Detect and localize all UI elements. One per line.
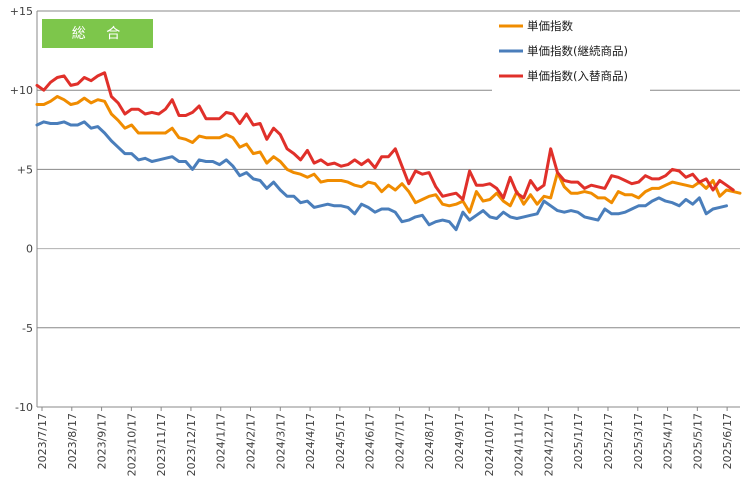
legend-label: 単価指数: [527, 19, 573, 33]
y-tick-label: -5: [22, 322, 33, 335]
x-axis-ticks: 2023/7/17 2023/8/17 2023/9/17 2023/10/17 202…: [36, 407, 734, 476]
y-tick-label: +10: [10, 84, 33, 97]
legend-label: 単価指数(入替商品): [527, 69, 628, 83]
x-tick-label: 2024/2/17: [245, 413, 258, 469]
y-tick-label: 0: [26, 243, 33, 256]
badge-background: [42, 19, 153, 48]
x-tick-label: 2024/10/17: [483, 413, 496, 476]
badge-label: 総 合: [72, 26, 128, 42]
legend-label: 単価指数(継続商品): [527, 44, 628, 58]
x-tick-label: 2023/9/17: [96, 413, 109, 469]
x-tick-label: 2025/3/17: [632, 413, 645, 469]
y-tick-label: +15: [10, 5, 33, 18]
x-tick-label: 2024/6/17: [364, 413, 377, 469]
chart-badge: 総 合: [42, 19, 153, 48]
x-tick-label: 2024/12/17: [542, 413, 555, 476]
x-tick-label: 2025/2/17: [602, 413, 615, 469]
x-tick-label: 2023/8/17: [66, 413, 79, 469]
gridlines: [36, 10, 740, 408]
y-tick-label: -10: [15, 401, 33, 414]
x-tick-label: 2023/12/17: [185, 413, 198, 476]
x-tick-label: 2024/9/17: [453, 413, 466, 469]
x-tick-label: 2023/10/17: [125, 413, 138, 476]
x-tick-label: 2024/5/17: [334, 413, 347, 469]
series-line-3: [35, 71, 735, 201]
x-tick-label: 2023/7/17: [36, 413, 49, 469]
x-tick-label: 2024/1/17: [215, 413, 228, 469]
x-tick-label: 2024/3/17: [274, 413, 287, 469]
series-line-1: [35, 95, 742, 214]
x-tick-label: 2024/7/17: [393, 413, 406, 469]
series-lines: [35, 71, 742, 232]
legend-background: [492, 14, 650, 96]
x-tick-label: 2025/5/17: [691, 413, 704, 469]
x-tick-label: 2025/1/17: [572, 413, 585, 469]
x-tick-label: 2025/6/17: [721, 413, 734, 469]
y-tick-label: +5: [17, 163, 33, 176]
x-tick-label: 2024/4/17: [304, 413, 317, 469]
x-tick-label: 2024/8/17: [423, 413, 436, 469]
series-line-2: [35, 120, 728, 232]
y-axis-ticks: +15 +10 +5 0 -5 -10: [10, 5, 33, 414]
x-tick-label: 2023/11/17: [155, 413, 168, 476]
x-tick-label: 2024/11/17: [513, 413, 526, 476]
x-tick-label: 2025/4/17: [662, 413, 675, 469]
